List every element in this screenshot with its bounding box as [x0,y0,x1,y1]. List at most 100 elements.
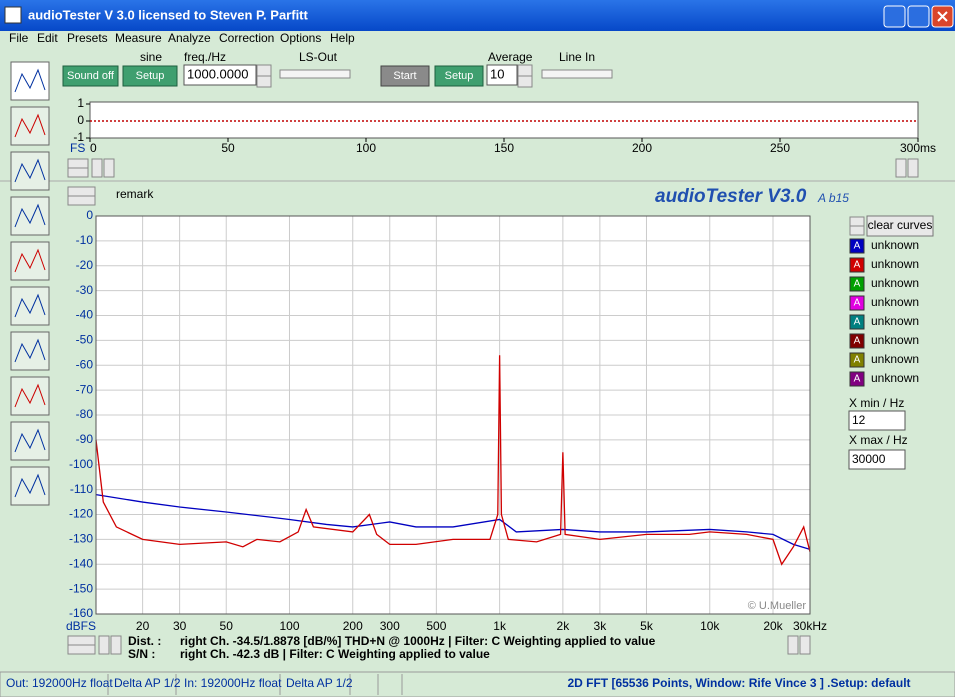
sound-off-button[interactable] [62,65,119,87]
y-tick-label: -90 [76,432,94,446]
tool-button[interactable] [10,196,50,236]
y-tick-label: -140 [69,556,93,570]
button-label: Setup [136,70,165,82]
scroll-right[interactable] [110,635,122,655]
tool-button[interactable] [10,61,50,101]
x-tick-label: 1k [493,619,507,633]
x-tick-label: 10k [700,619,720,633]
maximize-button[interactable] [907,5,930,28]
x-tick-label: 50 [220,619,234,633]
input-value: 1000.0000 [187,66,248,81]
scroll-left[interactable] [895,158,907,178]
tool-button[interactable] [10,286,50,326]
legend-icon[interactable] [849,371,865,387]
minimize-button[interactable] [883,5,906,28]
y-tick-label: 0 [77,113,84,127]
start-button[interactable] [380,65,430,87]
tool-button[interactable] [10,106,50,146]
y-tick-label: -80 [76,407,94,421]
tool-icon [14,293,46,318]
x-tick-label: 100 [356,141,376,155]
input-value: 10 [490,66,504,81]
tool-icon [14,203,46,228]
tool-icon [14,113,46,138]
axis-label: dBFS [66,619,96,633]
label: sine [140,50,162,64]
legend-label: unknown [871,352,919,366]
y-tick-label: 1 [77,96,84,110]
menu-item[interactable]: Options [280,31,321,45]
legend-icon-letter: A [854,355,861,366]
tool-icon [14,338,46,363]
ls-out-slider[interactable] [279,69,351,79]
result-text: right Ch. -34.5/1.8878 [dB/%] THD+N @ 10… [180,634,656,648]
legend-icon[interactable] [849,333,865,349]
x-tick-label: 500 [426,619,446,633]
title-bar [0,0,955,31]
y-tick-label: -40 [76,308,94,322]
scroll-right[interactable] [907,158,919,178]
menu-item[interactable]: Presets [67,31,108,45]
label: LS-Out [299,50,338,64]
tool-icon [14,68,46,93]
tool-button[interactable] [10,331,50,371]
legend-icon-letter: A [854,260,861,271]
label: Line In [559,50,595,64]
legend-icon[interactable] [849,352,865,368]
legend-icon[interactable] [849,257,865,273]
legend-icon-letter: A [854,298,861,309]
y-tick-label: 0 [86,208,93,222]
menu-item[interactable]: Correction [219,31,274,45]
button-label: Start [393,70,416,82]
status-text: Delta AP 1/2 [286,676,353,690]
legend-icon[interactable] [849,238,865,254]
average-input[interactable] [486,64,518,86]
tool-button[interactable] [10,421,50,461]
copyright: © U.Mueller [748,600,807,612]
tool-button[interactable] [10,241,50,281]
tool-button[interactable] [10,466,50,506]
x-tick-label: 20 [136,619,150,633]
axis-label: FS [70,141,85,155]
x-tick-label: 300 [380,619,400,633]
legend-label: unknown [871,314,919,328]
x-tick-label: 3k [594,619,608,633]
setup-button[interactable] [122,65,178,87]
clear-curves-button[interactable] [866,215,934,237]
scroll-left[interactable] [91,158,103,178]
legend-icon[interactable] [849,314,865,330]
status-text: 2D FFT [65536 Points, Window: Rife Vince… [567,676,910,690]
scroll-right[interactable] [103,158,115,178]
menu-item[interactable]: File [9,31,29,45]
menu-item[interactable]: Measure [115,31,162,45]
xmax-input[interactable] [848,449,906,470]
tool-button[interactable] [10,376,50,416]
xmin-input[interactable] [848,410,906,431]
menu-item[interactable]: Help [330,31,355,45]
plot-border [95,215,811,615]
input-value: 12 [852,413,866,427]
window-title: audioTester V 3.0 licensed to Steven P. … [28,7,309,22]
spectrum-curve [95,493,811,550]
legend-icon[interactable] [849,295,865,311]
legend-icon[interactable] [849,276,865,292]
x-tick-label: 2k [557,619,571,633]
label: X min / Hz [849,396,904,410]
scroll-left[interactable] [98,635,110,655]
menu-item[interactable]: Analyze [168,31,211,45]
status-bar [0,671,955,697]
tool-button[interactable] [10,151,50,191]
y-tick-label: -1 [73,130,84,144]
result-label: Dist. : [128,634,161,648]
line-in-slider[interactable] [541,69,613,79]
scroll-left[interactable] [787,635,799,655]
scroll-right[interactable] [799,635,811,655]
y-tick-label: -130 [69,532,93,546]
setup-button[interactable] [434,65,484,87]
close-icon [937,11,948,22]
result-text: right Ch. -42.3 dB | Filter: C Weighting… [180,647,490,661]
scope-plot-area [89,101,919,139]
y-tick-label: -160 [69,606,93,620]
freq-input[interactable] [183,64,257,86]
menu-item[interactable]: Edit [37,31,58,45]
